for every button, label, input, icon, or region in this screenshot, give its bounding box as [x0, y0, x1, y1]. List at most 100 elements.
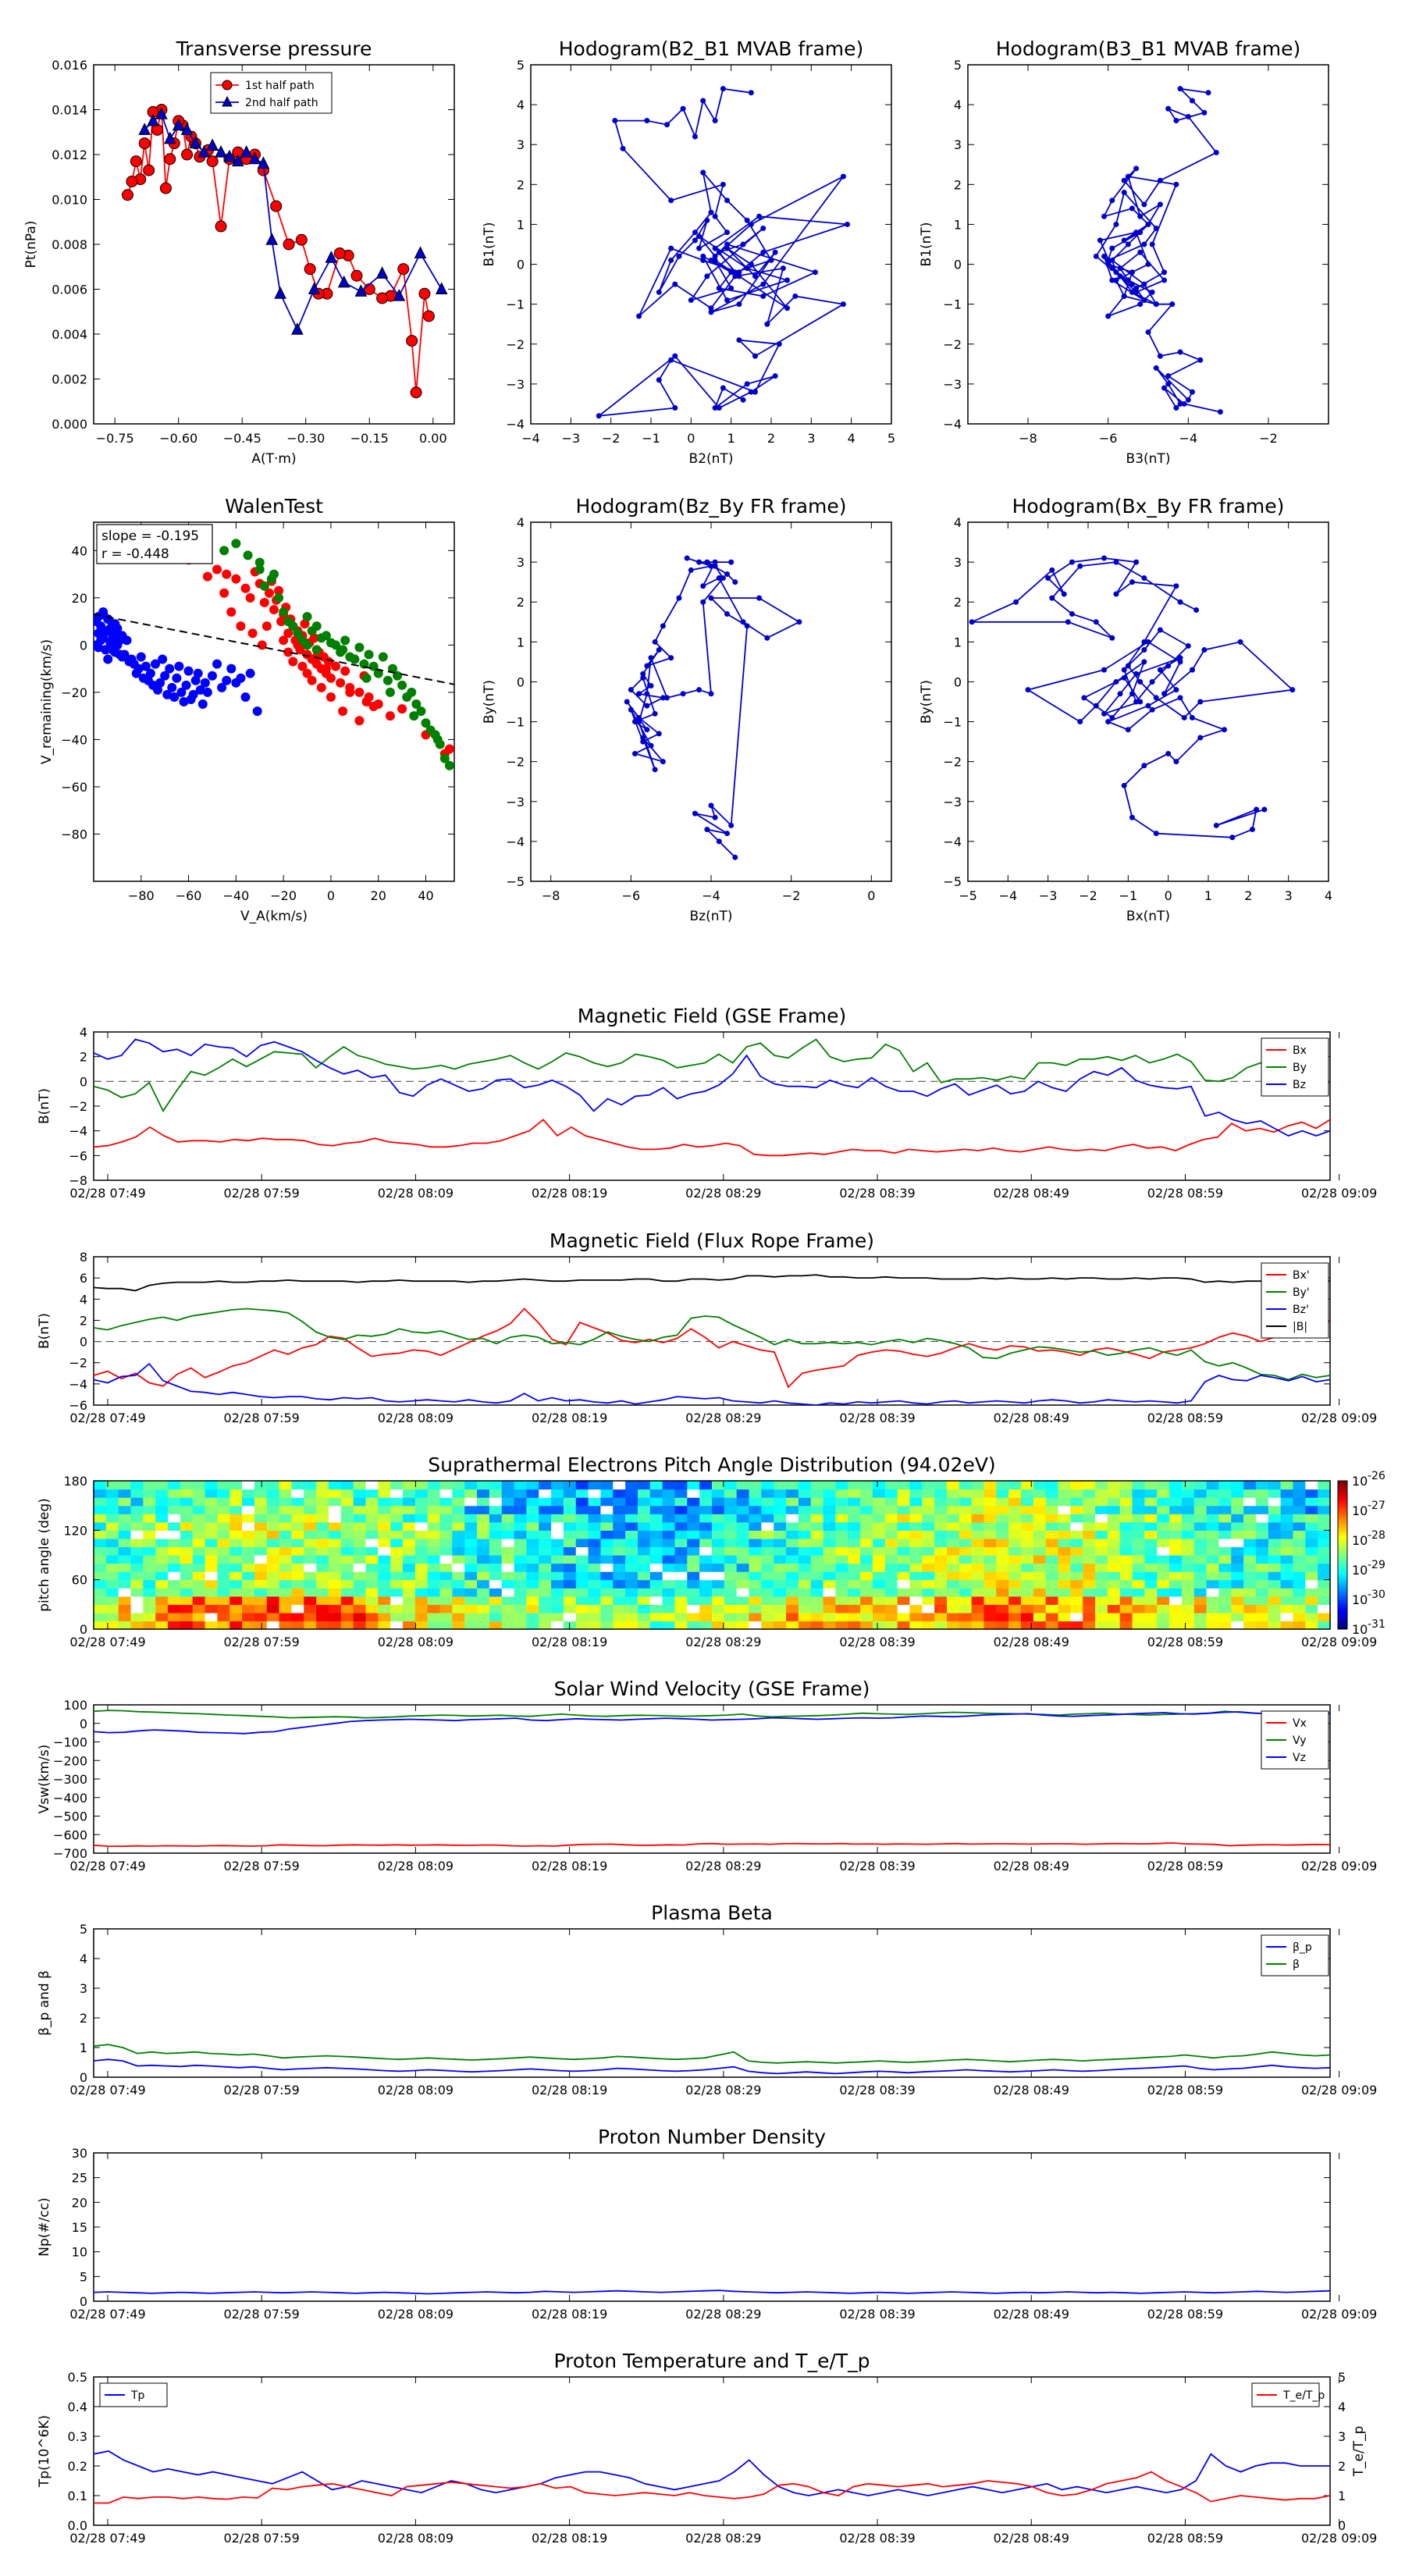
pad-cell: [1058, 1514, 1071, 1523]
pad-cell: [143, 1621, 156, 1630]
walen-point: [432, 735, 443, 745]
pad-colorbar-cell: [1338, 1496, 1347, 1499]
pad-cell: [1058, 1489, 1071, 1498]
pad-cell: [946, 1521, 960, 1531]
pad-cell: [1070, 1538, 1083, 1548]
pad-cell: [414, 1571, 429, 1581]
pad-cell: [340, 1579, 354, 1589]
pad-cell: [94, 1521, 107, 1531]
pad-cell: [205, 1521, 218, 1531]
tp-point: [422, 310, 435, 322]
pad-cell: [922, 1481, 935, 1490]
pad-cell: [489, 1604, 503, 1614]
pad-cell: [378, 1514, 391, 1523]
pad-cell: [279, 1505, 293, 1514]
pad-cell: [242, 1604, 255, 1614]
pad-cell: [1119, 1546, 1133, 1556]
pad-cell: [996, 1563, 1009, 1572]
h3-point: [724, 611, 731, 617]
h1-point: [724, 197, 731, 204]
pad-cell: [526, 1489, 539, 1498]
pad-cell: [984, 1555, 997, 1564]
pad-cell: [649, 1612, 663, 1622]
pad-cell: [600, 1497, 614, 1507]
h2-point: [1129, 269, 1135, 276]
pad-cell: [934, 1571, 948, 1581]
pad-cell: [217, 1579, 230, 1589]
pad-cell: [724, 1612, 738, 1622]
pad-cell: [872, 1588, 886, 1597]
h1-point: [704, 273, 710, 279]
pad-cell: [786, 1521, 799, 1531]
h2-point: [1109, 197, 1115, 204]
mffr-xtick-label: 02/28 08:59: [1147, 1411, 1223, 1425]
pad-cell: [897, 1538, 911, 1548]
h2-ytick-label: −2: [943, 337, 962, 352]
pad-cell: [774, 1521, 787, 1531]
pad-cell: [1083, 1563, 1096, 1572]
beta-legend-box: [1261, 1934, 1329, 1976]
h1-xtick-label: −2: [602, 431, 621, 446]
tp-point: [138, 123, 151, 135]
mf-xtick-label: 02/28 08:59: [1147, 1186, 1223, 1201]
pad-cell: [835, 1538, 848, 1548]
pad-cell: [971, 1505, 985, 1514]
pad-cell: [168, 1555, 181, 1564]
walen-point: [240, 583, 251, 593]
pad-cell: [1255, 1621, 1269, 1630]
h1-point: [792, 293, 799, 299]
pad-cell: [1231, 1596, 1244, 1605]
h3-point: [712, 563, 718, 569]
pad-cell: [155, 1621, 169, 1630]
pad-cell: [575, 1555, 589, 1564]
pad-cell: [786, 1530, 799, 1539]
pad-cell: [959, 1604, 973, 1614]
pad-cell: [526, 1563, 539, 1572]
pad-cell: [1095, 1579, 1108, 1589]
pad-cell: [922, 1563, 935, 1572]
h1-point: [656, 377, 662, 383]
pad-cell: [155, 1571, 169, 1581]
h4-point: [1149, 678, 1155, 685]
h4-point: [1049, 567, 1055, 573]
pad-cell: [1255, 1521, 1269, 1531]
pad-cell: [118, 1621, 132, 1630]
pad-cell: [94, 1596, 107, 1605]
pad-cell: [1243, 1555, 1257, 1564]
pad-cell: [1033, 1497, 1047, 1507]
pad-cell: [1305, 1481, 1318, 1490]
h1-point: [768, 257, 774, 263]
np-xtick-label: 02/28 08:49: [994, 2307, 1069, 2322]
walen-point: [174, 661, 184, 671]
pad-cell: [1095, 1530, 1108, 1539]
walen-point: [200, 678, 210, 688]
pad-cell: [1181, 1530, 1195, 1539]
pad-cell: [1144, 1621, 1158, 1630]
walen-point: [245, 668, 255, 678]
pad-cell: [848, 1588, 861, 1597]
pad-cell: [872, 1538, 886, 1548]
pad-colorbar-cell: [1338, 1604, 1347, 1607]
mf-ylabel: B(nT): [37, 1088, 52, 1124]
pad-cell: [242, 1521, 255, 1531]
walen-point: [385, 711, 395, 721]
pad-cell: [588, 1546, 602, 1556]
pad-cell: [105, 1612, 119, 1622]
pad-cell: [180, 1588, 194, 1597]
h4-point: [1061, 591, 1067, 597]
pad-cell: [872, 1596, 886, 1605]
pad-cell: [118, 1489, 132, 1498]
pad-cell: [860, 1505, 873, 1514]
pad-cell: [835, 1546, 848, 1556]
pad-cell: [390, 1521, 404, 1531]
h4-point: [1141, 763, 1147, 769]
walen-point: [323, 656, 333, 667]
pad-cell: [464, 1505, 478, 1514]
mffr-ytick-label: 4: [80, 1292, 87, 1307]
h4-point: [1069, 559, 1075, 565]
pad-cell: [909, 1571, 923, 1581]
pad-cell: [1008, 1588, 1022, 1597]
mffr-title: Magnetic Field (Flux Rope Frame): [550, 1229, 874, 1252]
pad-cell: [291, 1521, 304, 1531]
walen-ylabel: V_remaining(km/s): [39, 639, 55, 764]
